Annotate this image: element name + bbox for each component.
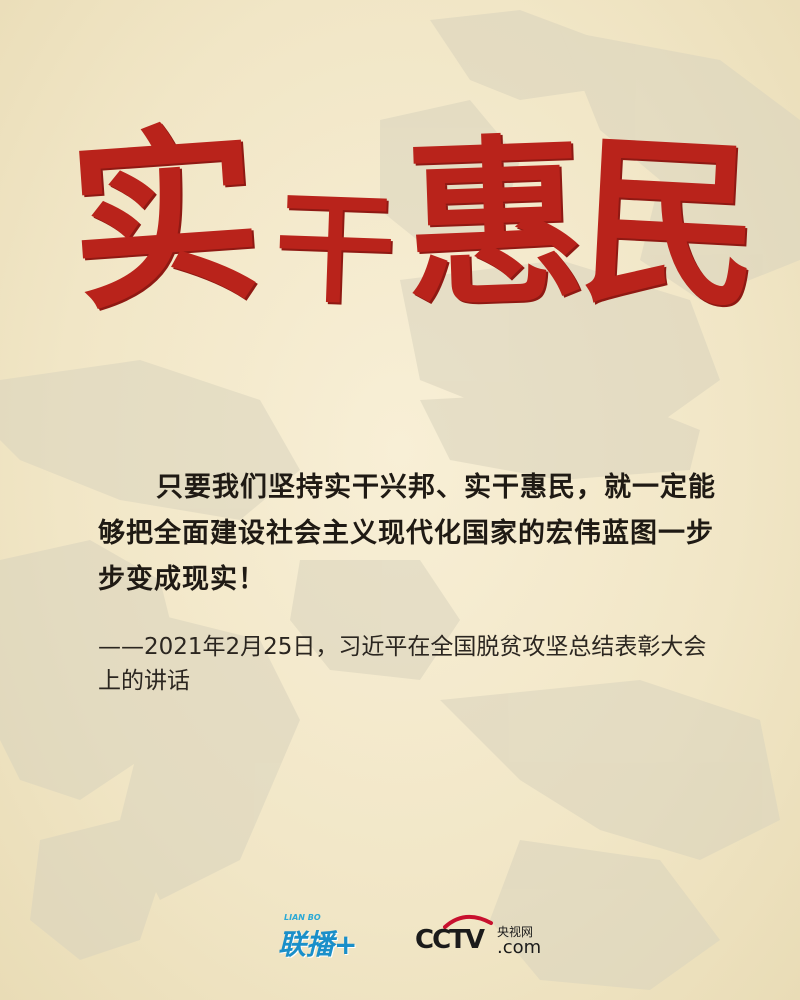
- cctv-swoosh-icon: CCTV 央视网 .com: [415, 913, 565, 963]
- quote-source: ——2021年2月25日，习近平在全国脱贫攻坚总结表彰大会上的讲话: [98, 634, 707, 694]
- cctv-com-text: .com: [497, 937, 542, 958]
- lianbo-plus-icon: LIAN BO 联播+: [270, 913, 380, 961]
- lianbo-main-text: 联播+: [278, 928, 358, 961]
- cctv-swoosh-graphic: [443, 915, 493, 929]
- title-char-4: 民: [574, 114, 766, 335]
- lianbo-small-text: LIAN BO: [284, 913, 321, 922]
- cctv-cn-text: 央视网: [497, 925, 534, 939]
- footer-logos: LIAN BO 联播+ CCTV 央视网 .com: [270, 908, 570, 968]
- title-char-1: 实: [62, 101, 268, 338]
- title-char-2: 干: [272, 176, 398, 323]
- main-title: 实 干 惠 民: [60, 101, 765, 370]
- title-char-3: 惠: [401, 115, 589, 334]
- cctv-main-text: CCTV: [415, 925, 485, 955]
- quote-block: 只要我们坚持实干兴邦、实干惠民，就一定能够把全面建设社会主义现代化国家的宏伟蓝图…: [98, 465, 718, 603]
- quote-text: 只要我们坚持实干兴邦、实干惠民，就一定能够把全面建设社会主义现代化国家的宏伟蓝图…: [98, 472, 716, 595]
